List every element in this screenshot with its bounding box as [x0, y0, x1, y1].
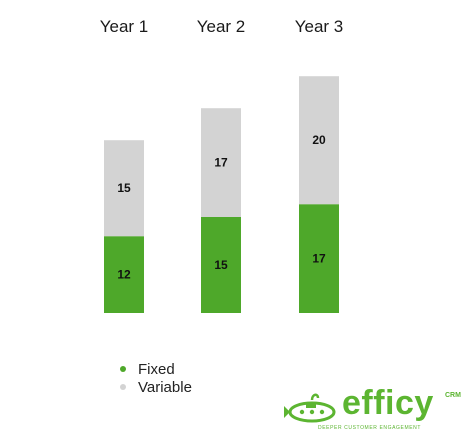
category-label-1: Year 1	[100, 17, 149, 36]
legend-item-fixed: Fixed	[120, 360, 192, 378]
logo-wordmark: efficy	[342, 384, 434, 422]
bar-fixed-3	[299, 204, 339, 313]
category-label-3: Year 3	[295, 17, 344, 36]
data-label-variable-3: 20	[312, 133, 326, 147]
data-label-fixed-2: 15	[214, 258, 228, 272]
legend-item-variable: Variable	[120, 378, 192, 396]
legend-label-fixed: Fixed	[138, 360, 175, 378]
legend-marker-variable	[120, 384, 126, 390]
bar-variable-2	[201, 108, 241, 217]
data-label-variable-2: 17	[214, 156, 228, 170]
category-label-2: Year 2	[197, 17, 246, 36]
data-label-fixed-3: 17	[312, 252, 326, 266]
bar-fixed-1	[104, 236, 144, 313]
bar-variable-1	[104, 140, 144, 237]
legend: Fixed Variable	[120, 360, 192, 396]
logo-tagline: DEEPER CUSTOMER ENGAGEMENT	[318, 425, 422, 431]
bar-variable-3	[299, 76, 339, 205]
legend-marker-fixed	[120, 366, 126, 372]
data-label-fixed-1: 12	[117, 268, 131, 282]
submarine-icon	[284, 393, 336, 423]
logo-superscript: CRM	[445, 392, 461, 399]
legend-label-variable: Variable	[138, 378, 192, 396]
bar-fixed-2	[201, 217, 241, 313]
efficy-logo: efficy CRM DEEPER CUSTOMER ENGAGEMENT	[282, 384, 462, 432]
data-label-variable-1: 15	[117, 181, 131, 195]
